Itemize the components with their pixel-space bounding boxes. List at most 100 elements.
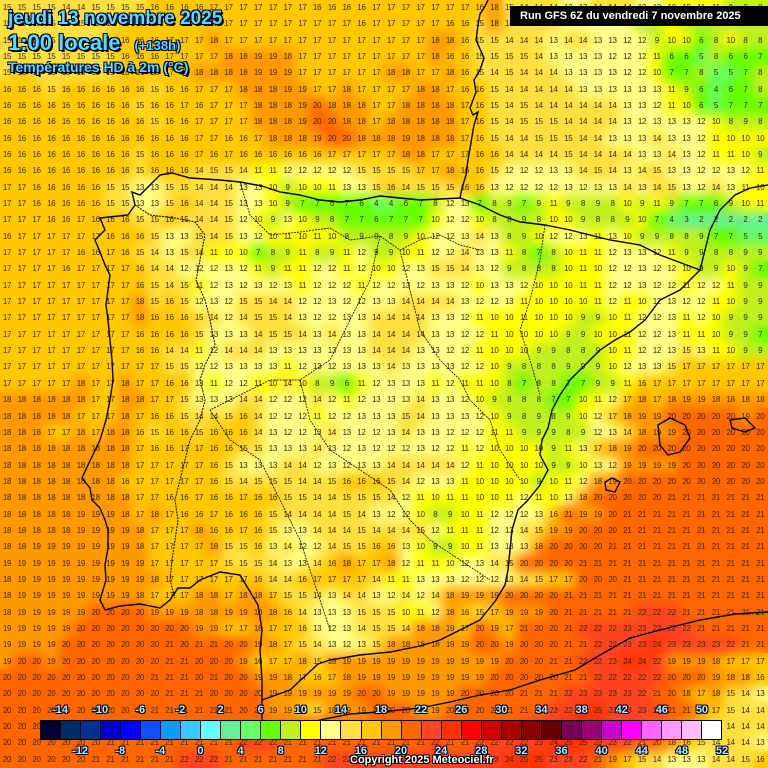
temperature-value: 19	[605, 755, 621, 764]
temperature-value: 19	[265, 53, 281, 61]
temperature-value: 13	[309, 428, 325, 437]
temperature-value: 11	[560, 477, 576, 486]
temperature-value: 19	[117, 592, 133, 600]
temperature-value: 9	[501, 412, 517, 421]
temperature-value: 13	[501, 575, 517, 584]
temperature-value: 18	[206, 543, 222, 551]
temperature-value: 21	[619, 608, 635, 617]
temperature-value: 17	[723, 363, 739, 371]
temperature-value: 10	[723, 298, 739, 306]
temperature-value: 16	[132, 53, 148, 61]
temperature-value: 16	[472, 118, 488, 126]
temperature-value: 8	[516, 249, 532, 257]
temperature-value: 21	[693, 624, 709, 633]
temperature-value: 12	[368, 281, 384, 290]
temperature-value: 20	[221, 673, 237, 682]
temperature-value: 15	[590, 167, 606, 175]
temperature-value: 16	[161, 330, 177, 339]
temperature-value: 21	[619, 559, 635, 568]
temperature-value: 11	[294, 265, 310, 273]
temperature-value: 16	[147, 53, 163, 61]
temperature-value: 16	[383, 543, 399, 551]
temperature-value: 13	[265, 543, 281, 551]
temperature-value: 20	[29, 657, 45, 666]
temperature-value: 17	[280, 641, 296, 649]
temperature-value: 10	[531, 314, 547, 322]
temperature-value: 12	[619, 36, 635, 45]
temperature-value: 17	[73, 363, 89, 371]
temperature-value: 20	[516, 559, 532, 568]
temperature-value: 8	[516, 265, 532, 273]
temperature-value: 15	[280, 592, 296, 600]
temperature-value: 17	[294, 69, 310, 77]
temperature-value: 12	[294, 543, 310, 551]
temperature-value: 16	[88, 118, 104, 126]
temperature-value: 13	[486, 543, 502, 551]
temperature-value: 17	[0, 281, 15, 290]
temperature-value: 8	[752, 85, 768, 94]
legend-swatch	[221, 721, 242, 739]
temperature-value: 17	[442, 85, 458, 94]
temperature-value: 18	[102, 445, 118, 453]
temperature-value: 16	[235, 151, 251, 159]
temperature-value: 17	[73, 216, 89, 224]
temperature-value: 17	[29, 347, 45, 355]
temperature-value: 18	[324, 657, 340, 666]
temperature-value: 17	[693, 379, 709, 388]
temperature-value: 14	[516, 575, 532, 584]
temperature-value: 19	[235, 608, 251, 617]
temperature-value: 9	[575, 330, 591, 339]
temperature-value: 8	[752, 69, 768, 77]
temperature-value: 16	[235, 428, 251, 437]
temperature-value: 14	[235, 314, 251, 322]
temperature-value: 16	[457, 20, 473, 28]
temperature-value: 10	[649, 69, 665, 77]
temperature-value: 16	[250, 526, 266, 535]
temperature-value: 14	[324, 428, 340, 437]
temperature-value: 11	[280, 363, 296, 371]
temperature-value: 20	[545, 673, 561, 682]
temperature-value: 17	[147, 494, 163, 502]
temperature-value: 15	[486, 167, 502, 175]
temperature-value: 22	[590, 624, 606, 633]
temperature-value: 18	[250, 102, 266, 110]
temperature-value: 18	[339, 102, 355, 110]
temperature-value: 18	[117, 510, 133, 519]
temperature-value: 16	[161, 412, 177, 421]
temperature-value: 13	[413, 265, 429, 273]
temperature-value: 17	[191, 445, 207, 453]
temperature-value: 14	[708, 183, 724, 192]
temperature-value: 20	[206, 657, 222, 666]
temperature-value: 19	[88, 543, 104, 551]
temperature-value: 15	[294, 494, 310, 502]
temperature-value: 7	[339, 200, 355, 208]
temperature-value: 11	[575, 249, 591, 257]
temperature-value: 18	[250, 624, 266, 633]
temperature-value: 14	[309, 592, 325, 600]
temperature-value: 17	[191, 559, 207, 568]
temperature-value: 10	[413, 510, 429, 519]
temperature-value: 18	[14, 477, 30, 486]
temperature-value: 17	[0, 298, 15, 306]
temperature-value: 12	[560, 232, 576, 241]
legend-swatch	[281, 721, 302, 739]
temperature-value: 13	[442, 575, 458, 584]
temperature-value: 14	[398, 477, 414, 486]
temperature-value: 18	[664, 396, 680, 404]
temperature-value: 13	[413, 575, 429, 584]
temperature-value: 21	[708, 494, 724, 502]
temperature-value: 20	[14, 739, 30, 747]
temperature-value: 12	[368, 379, 384, 388]
temperature-value: 14	[442, 298, 458, 306]
temperature-value: 17	[324, 151, 340, 159]
temperature-value: 24	[501, 755, 517, 764]
temperature-value: 17	[88, 330, 104, 339]
temperature-value: 16	[678, 739, 694, 747]
temperature-value: 13	[486, 249, 502, 257]
temperature-value: 17	[29, 216, 45, 224]
temperature-value: 21	[723, 624, 739, 633]
temperature-value: 21	[590, 755, 606, 764]
temperature-value: 12	[442, 249, 458, 257]
temperature-value: 18	[398, 641, 414, 649]
temperature-value: 13	[265, 347, 281, 355]
